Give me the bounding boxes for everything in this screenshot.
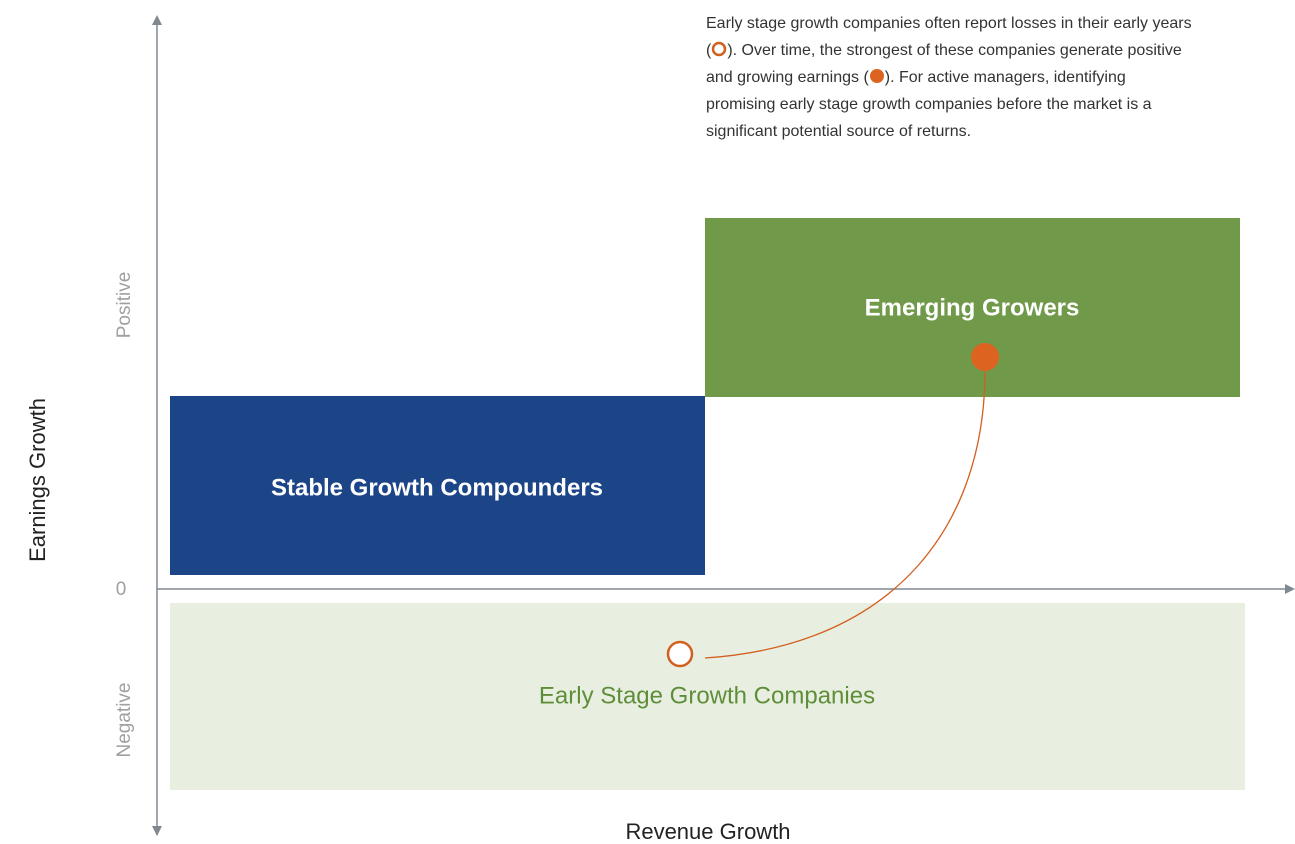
quadrant-label: Emerging Growers <box>865 294 1080 321</box>
hollow-icon <box>712 41 727 57</box>
filled-icon <box>869 69 884 83</box>
y-positive-label: Positive <box>114 272 135 339</box>
annotation-text: Early stage growth companies often repor… <box>706 15 1192 59</box>
x-axis-title: Revenue Growth <box>625 819 790 844</box>
early-stage-marker <box>666 640 694 668</box>
y-axis-title: Earnings Growth <box>25 398 50 562</box>
y-zero-label: 0 <box>116 579 127 600</box>
annotation-text: ). Over time, the strongest of these com… <box>706 42 1182 86</box>
quadrant-label: Stable Growth Compounders <box>271 474 603 501</box>
emerging-marker <box>971 343 999 371</box>
stable-box <box>170 396 705 575</box>
y-negative-label: Negative <box>114 683 135 758</box>
annotation-text: ). For active managers, identifying prom… <box>706 69 1152 140</box>
y-axis-arrow-down <box>152 826 162 836</box>
negative-zone <box>170 603 1245 790</box>
emerging-box <box>705 218 1240 397</box>
quadrant-label: Early Stage Growth Companies <box>539 682 875 709</box>
annotation: Early stage growth companies often repor… <box>706 10 1196 145</box>
growth-path <box>704 370 986 659</box>
